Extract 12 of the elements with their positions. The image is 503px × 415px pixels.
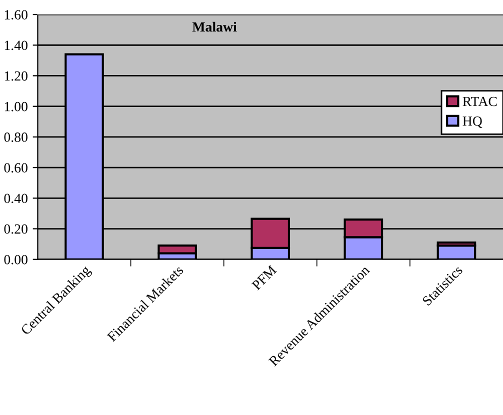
y-tick-label: 0.60	[4, 163, 28, 173]
legend-label: HQ	[462, 116, 482, 128]
y-tick-label: 1.60	[4, 10, 28, 20]
y-tick-label: 1.20	[4, 71, 28, 81]
y-tick-label: 0.80	[4, 132, 28, 142]
legend-label: RTAC	[462, 96, 497, 106]
y-tick-label: 1.00	[4, 102, 28, 112]
y-tick-label: 0.40	[4, 194, 28, 204]
y-tick-label: 0.00	[4, 254, 28, 264]
y-tick-label: 1.40	[4, 40, 28, 50]
y-tick-label: 0.20	[4, 224, 28, 234]
chart-title: Malawi	[192, 22, 237, 32]
